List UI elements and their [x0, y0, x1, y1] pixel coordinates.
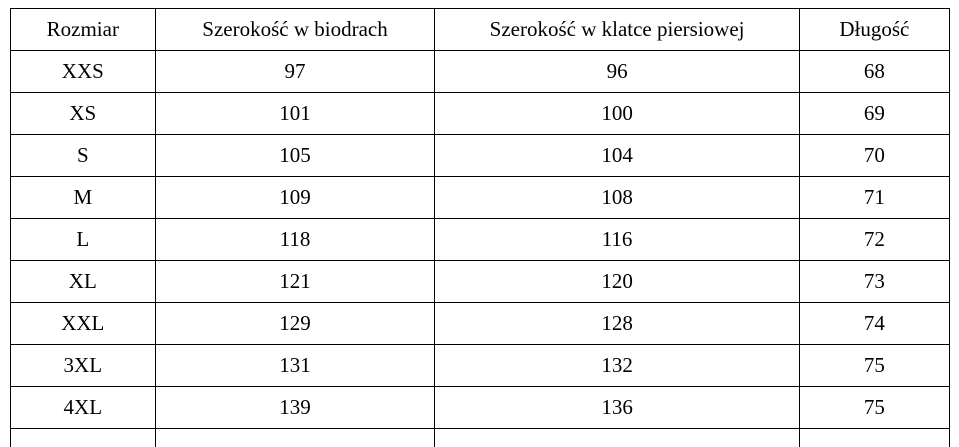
chest-cell: 96 [434, 50, 800, 93]
length-cell: 70 [798, 134, 951, 177]
table-row: XXS 97 96 68 [10, 50, 951, 93]
length-cell: 73 [798, 260, 951, 303]
length-cell: 71 [798, 176, 951, 219]
length-cell: 72 [798, 218, 951, 261]
hips-cell: 129 [154, 302, 436, 345]
length-cell: 69 [798, 92, 951, 135]
size-cell [10, 428, 156, 447]
size-cell: 4XL [10, 386, 156, 429]
chest-cell: 120 [434, 260, 800, 303]
column-header-chest-width: Szerokość w klatce piersiowej [434, 8, 800, 51]
table-row: XXL 129 128 74 [10, 302, 951, 345]
size-cell: L [10, 218, 156, 261]
table-row: 4XL 139 136 75 [10, 386, 951, 429]
size-cell: XL [10, 260, 156, 303]
length-cell: 68 [798, 50, 951, 93]
table-row: S 105 104 70 [10, 134, 951, 177]
size-chart-table: Rozmiar Szerokość w biodrach Szerokość w… [10, 8, 951, 447]
size-cell: XXS [10, 50, 156, 93]
header-row: Rozmiar Szerokość w biodrach Szerokość w… [10, 8, 951, 51]
chest-cell: 104 [434, 134, 800, 177]
length-cell: 75 [798, 386, 951, 429]
hips-cell: 121 [154, 260, 436, 303]
hips-cell: 118 [154, 218, 436, 261]
chest-cell: 128 [434, 302, 800, 345]
chest-cell: 116 [434, 218, 800, 261]
column-header-size: Rozmiar [10, 8, 156, 51]
hips-cell: 139 [154, 386, 436, 429]
size-cell: XXL [10, 302, 156, 345]
hips-cell: 131 [154, 344, 436, 387]
chest-cell: 108 [434, 176, 800, 219]
column-header-hips-width: Szerokość w biodrach [154, 8, 436, 51]
table-row: XS 101 100 69 [10, 92, 951, 135]
chest-cell: 132 [434, 344, 800, 387]
table-row: M 109 108 71 [10, 176, 951, 219]
length-cell: 75 [798, 344, 951, 387]
table-row-partial [10, 428, 951, 447]
chest-cell: 100 [434, 92, 800, 135]
size-cell: 3XL [10, 344, 156, 387]
hips-cell: 97 [154, 50, 436, 93]
table-row: 3XL 131 132 75 [10, 344, 951, 387]
table-row: L 118 116 72 [10, 218, 951, 261]
size-cell: M [10, 176, 156, 219]
table-row: XL 121 120 73 [10, 260, 951, 303]
hips-cell [154, 428, 436, 447]
hips-cell: 101 [154, 92, 436, 135]
chest-cell [434, 428, 800, 447]
length-cell: 74 [798, 302, 951, 345]
hips-cell: 105 [154, 134, 436, 177]
column-header-length: Długość [798, 8, 951, 51]
size-cell: XS [10, 92, 156, 135]
hips-cell: 109 [154, 176, 436, 219]
size-cell: S [10, 134, 156, 177]
length-cell [798, 428, 951, 447]
chest-cell: 136 [434, 386, 800, 429]
